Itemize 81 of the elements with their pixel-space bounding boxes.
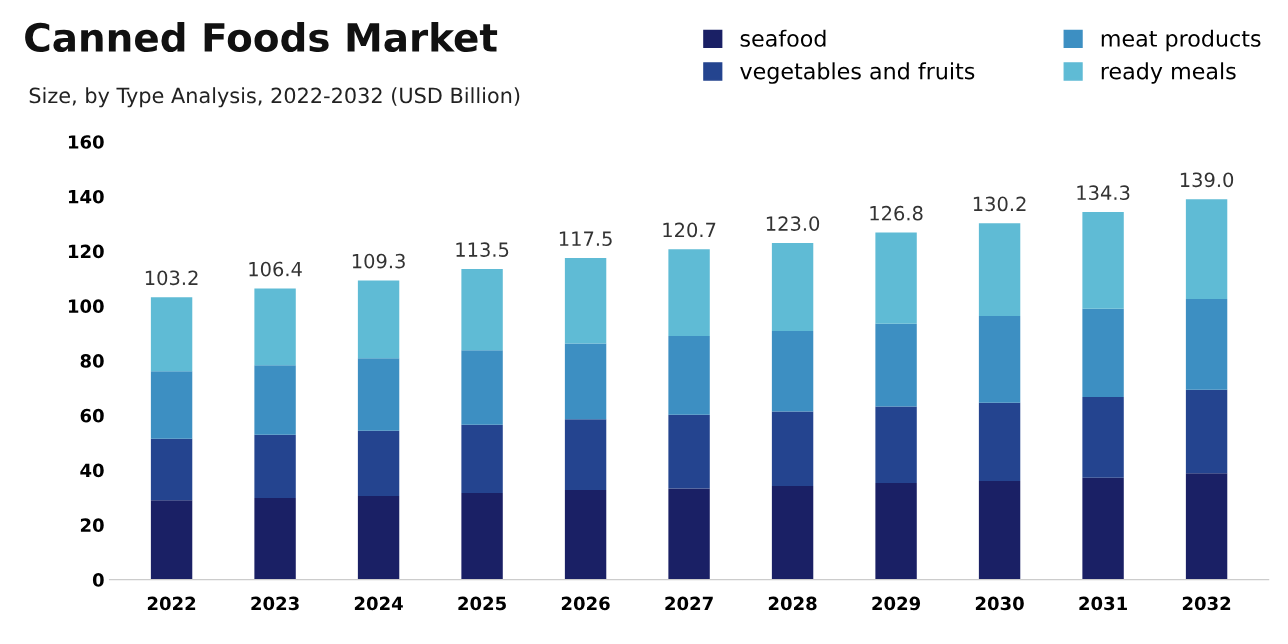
y-tick-label: 40 xyxy=(80,463,104,478)
total-label: 123.0 xyxy=(766,216,820,231)
bar xyxy=(978,223,1021,317)
bar xyxy=(254,288,296,366)
bar xyxy=(1185,199,1228,300)
x-tick-label: 2026 xyxy=(561,596,610,611)
bar xyxy=(771,411,814,486)
y-tick-label: 20 xyxy=(80,518,104,532)
bar xyxy=(150,500,193,580)
x-tick-label: 2024 xyxy=(354,596,403,611)
bar xyxy=(668,249,710,337)
bar xyxy=(1082,477,1124,580)
y-tick-label: 160 xyxy=(68,135,104,149)
bar xyxy=(1185,389,1228,474)
bar xyxy=(771,485,814,580)
total-label: 134.3 xyxy=(1077,185,1130,201)
total-label: 117.5 xyxy=(559,231,612,247)
total-label: 106.4 xyxy=(249,261,302,277)
total-label: 126.8 xyxy=(870,205,923,221)
bar xyxy=(1185,473,1228,580)
bar xyxy=(875,232,917,324)
bar xyxy=(254,365,296,435)
total-label: 130.2 xyxy=(973,196,1026,212)
x-tick-label: 2032 xyxy=(1182,596,1231,611)
legend-label: vegetables and fruits xyxy=(740,62,975,84)
bar xyxy=(771,331,814,412)
bar xyxy=(978,481,1021,580)
bar xyxy=(1185,299,1228,390)
y-tick-label: 100 xyxy=(68,299,104,314)
bar xyxy=(668,336,710,415)
bar xyxy=(1082,397,1124,478)
x-tick-label: 2022 xyxy=(147,596,196,611)
y-tick-label: 60 xyxy=(80,408,104,423)
bar xyxy=(254,434,296,499)
bar xyxy=(978,402,1021,482)
chart-title: Canned Foods Market xyxy=(25,21,498,53)
bar xyxy=(875,406,917,483)
bar xyxy=(357,496,400,580)
bar xyxy=(357,280,400,359)
x-tick-label: 2023 xyxy=(251,596,299,611)
y-tick-label: 140 xyxy=(68,189,104,204)
y-tick-label: 120 xyxy=(68,244,104,259)
bar xyxy=(461,268,503,351)
bar xyxy=(150,438,193,501)
bar xyxy=(357,358,400,431)
bar xyxy=(564,258,607,344)
total-label: 139.0 xyxy=(1180,172,1234,188)
bar xyxy=(564,490,607,580)
bar xyxy=(978,316,1021,403)
bar xyxy=(1082,212,1124,309)
chart-subtitle: Size, by Type Analysis, 2022-2032 (USD Billion) xyxy=(29,87,520,108)
legend-label: seafood xyxy=(740,29,826,47)
bar xyxy=(1082,308,1124,398)
bar xyxy=(461,424,503,494)
bar xyxy=(668,414,710,489)
x-tick-label: 2027 xyxy=(665,596,713,611)
x-tick-label: 2028 xyxy=(768,596,817,611)
total-label: 120.7 xyxy=(663,222,716,238)
total-label: 103.2 xyxy=(145,270,198,286)
total-label: 109.3 xyxy=(352,253,405,269)
bar xyxy=(254,498,296,580)
y-tick-label: 0 xyxy=(92,573,104,587)
bar xyxy=(150,371,193,439)
legend-label: ready meals xyxy=(1101,62,1236,84)
legend-label: meat products xyxy=(1101,29,1261,52)
bar xyxy=(357,430,400,497)
x-tick-label: 2025 xyxy=(458,596,506,611)
x-tick-label: 2030 xyxy=(975,596,1024,611)
bar xyxy=(150,297,193,372)
x-tick-label: 2031 xyxy=(1079,596,1127,611)
bar xyxy=(875,323,917,407)
bar xyxy=(564,419,607,491)
bar xyxy=(668,488,710,580)
x-tick-label: 2029 xyxy=(872,596,921,611)
bar xyxy=(875,482,917,580)
bar xyxy=(771,242,814,332)
bar xyxy=(564,343,607,420)
bar xyxy=(461,350,503,425)
bar xyxy=(461,493,503,580)
y-tick-label: 80 xyxy=(80,354,104,368)
total-label: 113.5 xyxy=(456,242,509,257)
